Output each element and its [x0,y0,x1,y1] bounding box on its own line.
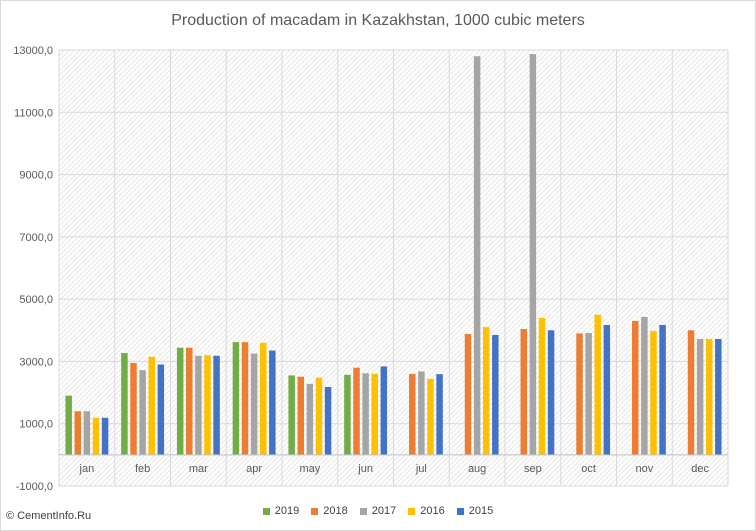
bar-2016-dec [705,339,713,455]
legend-label: 2017 [371,505,397,518]
bar-2015-apr [269,350,276,455]
x-tick-label: apr [246,463,262,475]
bar-2017-sep [529,54,537,455]
bar-2016-nov [650,330,657,455]
y-tick-label: 9000,0 [19,170,53,182]
bar-2018-aug [464,334,472,455]
y-tick-label: 11000,0 [14,107,53,119]
bar-2015-nov [659,324,666,455]
y-tick-label: 1000,0 [19,419,53,431]
bar-2017-apr [250,353,258,455]
bar-2018-feb [130,362,137,455]
legend-swatch [408,507,416,515]
bar-2018-may [297,376,305,455]
x-tick-label: aug [468,463,486,475]
x-tick-label: oct [581,463,596,475]
bar-2019-jun [344,374,351,455]
legend-label: 2015 [468,505,494,518]
legend-swatch [311,507,319,515]
bar-2017-jun [362,373,369,455]
bar-2015-oct [603,324,611,455]
bar-2017-jul [418,371,425,455]
bar-2017-mar [195,355,202,455]
bar-2015-jun [380,366,388,455]
bar-2018-dec [687,330,695,455]
bar-2019-jan [65,395,72,455]
bar-2017-oct [585,333,592,455]
legend: 2019 2018 2017 2016 2015 [0,505,756,517]
bar-2016-sep [538,317,546,455]
y-tick-label: 3000,0 [19,356,53,368]
x-tick-label: feb [135,463,150,475]
bar-2016-aug [482,327,490,455]
bar-2015-aug [492,334,499,455]
bar-2018-mar [186,347,193,455]
watermark-text: © CementInfo.Ru [6,510,92,522]
bar-2015-jan [101,417,109,455]
bar-2018-sep [520,329,528,455]
bar-2018-oct [576,333,583,455]
legend-item: 2019 [262,505,300,518]
x-tick-label: mar [189,463,208,475]
bar-2015-sep [547,330,555,455]
x-tick-label: jun [357,463,373,475]
bar-2016-jun [371,373,378,455]
y-tick-label: 13000,0 [13,45,53,57]
x-tick-label: jul [415,463,427,475]
bar-2017-feb [139,370,146,455]
legend-label: 2019 [274,505,300,518]
legend-swatch [359,507,367,515]
bar-2016-mar [204,355,211,455]
bar-2015-may [324,386,332,455]
legend-item: 2015 [456,505,494,518]
legend-item: 2017 [359,505,397,518]
legend-swatch [262,507,270,515]
x-tick-label: jan [79,463,95,475]
bar-2018-jan [74,411,82,455]
bar-2015-mar [213,355,220,455]
bar-2018-nov [632,320,639,455]
bar-2019-apr [232,342,240,455]
bar-2018-jun [353,367,360,455]
bar-2017-dec [696,339,704,455]
bar-2016-feb [148,356,155,455]
legend-swatch [456,507,464,515]
chart-title: Production of macadam in Kazakhstan, 100… [171,12,585,29]
legend-item: 2018 [311,505,348,518]
bar-2016-may [315,377,323,455]
bar-2016-jul [427,378,434,455]
legend-item: 2016 [408,505,445,518]
legend-label: 2016 [420,505,445,518]
bar-2015-jul [436,374,443,455]
bar-2019-mar [176,347,184,455]
bar-2016-apr [259,342,267,455]
bar-2015-feb [157,364,165,455]
bar-2016-jan [92,417,100,455]
legend-label: 2018 [323,505,348,518]
bar-2015-dec [715,339,722,455]
y-tick-label: -1000,0 [16,481,53,493]
bar-2019-may [288,375,295,455]
bar-2018-apr [241,342,249,455]
bar-2016-oct [594,314,601,455]
y-tick-label: 5000,0 [19,294,53,306]
x-tick-label: dec [691,463,709,475]
bar-2017-may [306,383,314,455]
y-tick-label: 7000,0 [19,232,53,244]
bar-2018-jul [409,373,416,455]
x-tick-label: sep [524,463,542,475]
x-tick-label: nov [636,463,654,475]
bar-2017-nov [641,316,648,455]
x-tick-label: may [299,463,320,475]
bar-2017-jan [83,411,91,455]
bar-2019-feb [121,353,128,455]
bar-2017-aug [473,56,481,455]
